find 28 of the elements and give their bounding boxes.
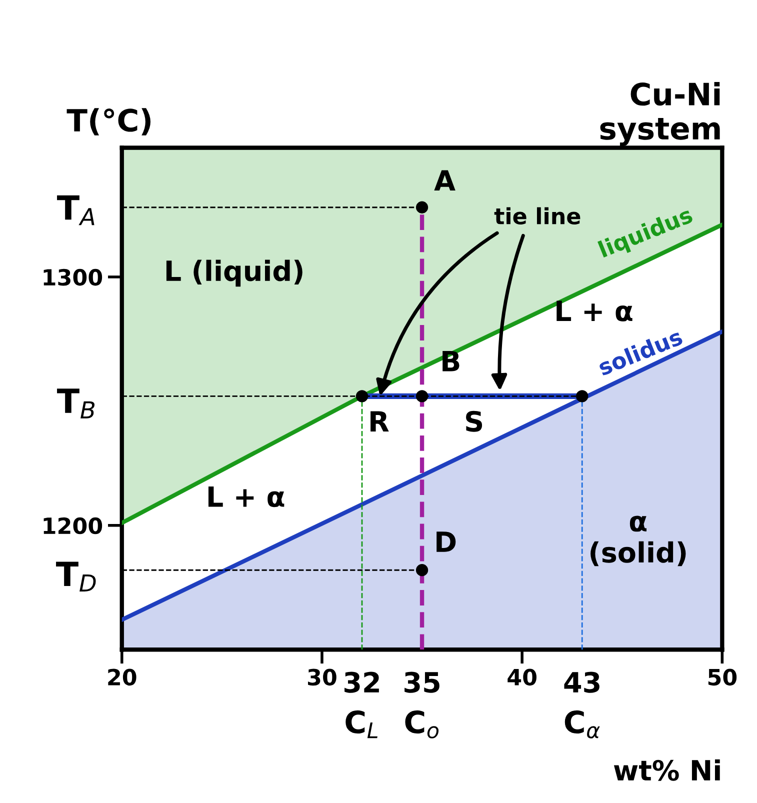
annotation: L + α — [208, 486, 284, 508]
annotation: S — [466, 410, 482, 432]
text: T$_{B}$ — [57, 388, 94, 418]
text: C$_{L}$ — [346, 710, 378, 738]
y-tick-label: 1200 — [44, 517, 102, 534]
x-tick-label: 20 — [108, 668, 136, 686]
x-tick-label: 40 — [508, 668, 536, 686]
text: 43 — [564, 672, 600, 693]
annotation: A — [434, 170, 456, 191]
annotation: α (solid) — [590, 516, 686, 566]
text: T$_{A}$ — [57, 195, 94, 226]
annotation: L + α — [556, 300, 632, 322]
text: 32 — [344, 672, 379, 693]
annotation: D — [436, 532, 456, 552]
annotation: R — [370, 411, 389, 432]
x-tick-label: 50 — [708, 668, 737, 686]
text: 35 — [404, 672, 440, 693]
annotation: L (liquid) — [166, 260, 302, 287]
x-tick-label: 30 — [308, 668, 336, 686]
text: C$_{o}$ — [405, 710, 439, 738]
annotation: B — [442, 350, 460, 372]
x-axis-title: wt% Ni — [614, 759, 720, 781]
y-tick-label: 1300 — [44, 268, 102, 286]
chart-title: Cu-Ni system — [600, 82, 720, 146]
text: T$_{D}$ — [56, 562, 96, 592]
y-axis-title: T(°C) — [66, 108, 150, 136]
text: C$_{α}$ — [564, 710, 600, 738]
annotation: tie line — [494, 207, 580, 224]
